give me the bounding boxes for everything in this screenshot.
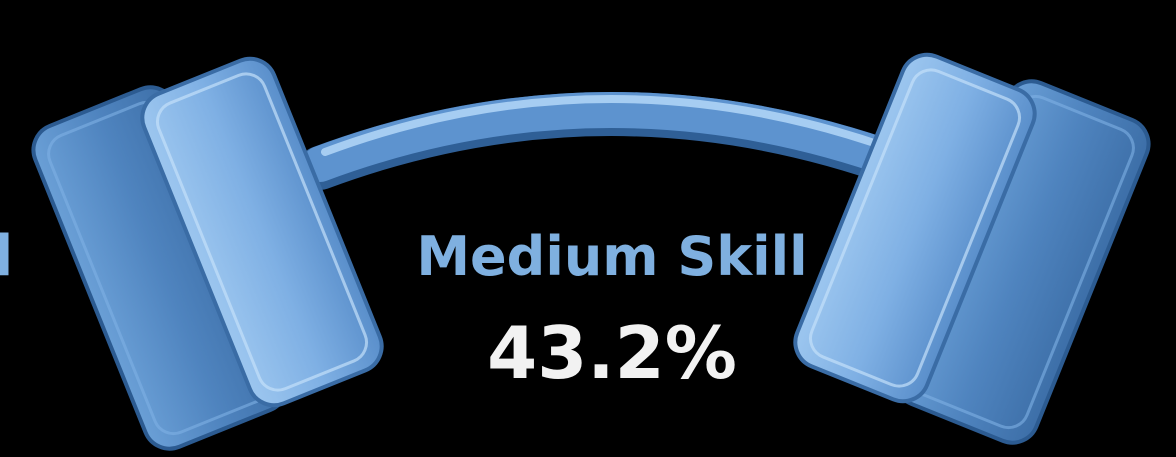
skill-label: Medium Skill bbox=[416, 225, 807, 288]
cut-off-text: l bbox=[0, 224, 13, 289]
skill-percentage: 43.2% bbox=[487, 311, 737, 395]
barbell-infographic: l Medium Skill 43.2% bbox=[0, 0, 1176, 457]
page: l Medium Skill 43.2% (() => { const data… bbox=[0, 0, 1176, 457]
